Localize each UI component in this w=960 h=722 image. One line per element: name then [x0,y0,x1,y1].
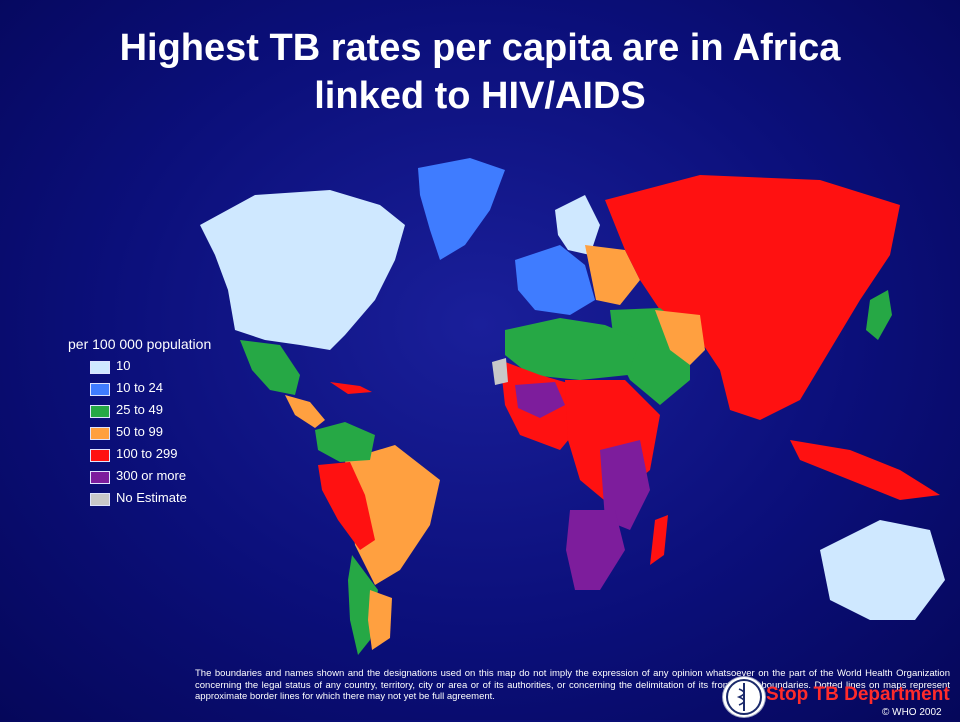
legend-label: 10 [116,358,131,373]
map-region-scandinavia [555,195,600,255]
map-region-north-africa [505,318,640,380]
legend-item: 100 to 299 [68,446,248,468]
map-region-greenland [418,158,505,260]
who-logo [722,676,766,718]
map-region-eastern-europe [585,245,640,305]
world-map [200,158,945,655]
map-region-australia [820,520,945,620]
title-line-2: linked to HIV/AIDS [314,75,646,117]
map-region-andes-north [315,422,375,462]
legend-item: No Estimate [68,490,248,512]
map-region-southeast-asia [790,440,940,500]
map-region-madagascar [650,515,668,565]
legend-label: No Estimate [116,490,187,505]
map-region-mexico [240,340,300,395]
title-line-1: Highest TB rates per capita are in Afric… [119,27,841,69]
map-region-russia-asia [605,175,900,420]
legend-heading: per 100 000 population [68,336,212,352]
page-title: Highest TB rates per capita are in Afric… [0,24,960,120]
legend-swatch [90,427,110,440]
map-disclaimer: The boundaries and names shown and the d… [195,668,950,702]
map-region-caribbean [330,382,372,394]
legend-swatch [90,449,110,462]
legend-label: 50 to 99 [116,424,163,439]
map-region-central-america [285,395,325,428]
map-region-brazil [345,445,440,585]
legend-swatch [90,383,110,396]
stop-tb-branding: Stop TB Department [766,684,950,705]
map-region-sahel [515,382,565,418]
legend: per 100 000 population 10 10 to 24 25 to… [68,336,248,512]
legend-item: 10 to 24 [68,380,248,402]
map-region-japan [866,290,892,340]
legend-item: 25 to 49 [68,402,248,424]
legend-label: 25 to 49 [116,402,163,417]
legend-item: 50 to 99 [68,424,248,446]
legend-swatch [90,405,110,418]
map-region-andes-central [318,462,375,550]
legend-label: 100 to 299 [116,446,178,461]
legend-label: 300 or more [116,468,187,483]
who-emblem-icon [726,679,762,715]
legend-swatch [90,361,110,374]
map-region-western-sahara [492,358,508,385]
copyright-notice: © WHO 2002 [882,707,942,718]
legend-swatch [90,471,110,484]
legend-label: 10 to 24 [116,380,163,395]
map-region-central-asia [655,310,705,365]
map-region-canada-usa [200,190,405,350]
map-region-southern-africa [566,510,625,590]
map-region-argentina [368,590,392,650]
legend-swatch [90,493,110,506]
map-region-europe-west [515,245,595,315]
legend-item: 10 [68,358,248,380]
legend-item: 300 or more [68,468,248,490]
map-region-east-africa [600,440,650,530]
